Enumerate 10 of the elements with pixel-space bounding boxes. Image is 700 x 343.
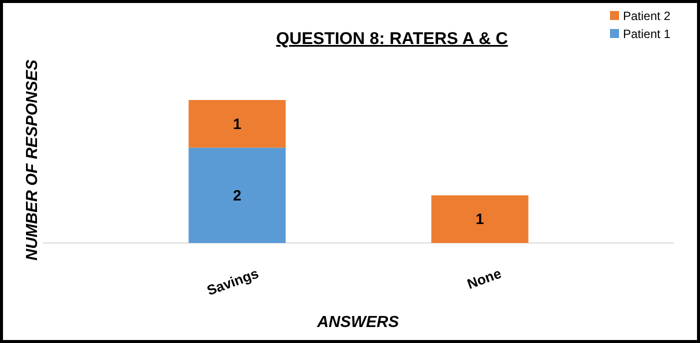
chart-title: QUESTION 8: RATERS A & C bbox=[276, 29, 508, 48]
data-label: 1 bbox=[476, 211, 484, 228]
x-axis-title: ANSWERS bbox=[316, 314, 400, 331]
x-tick-label: Savings bbox=[204, 264, 261, 298]
data-label: 2 bbox=[232, 187, 242, 204]
data-label: 1 bbox=[232, 116, 242, 133]
legend-label: Patient 1 bbox=[623, 27, 671, 41]
x-tick-label: None bbox=[464, 264, 504, 292]
legend-label: Patient 2 bbox=[623, 9, 671, 23]
y-axis-title: NUMBER OF RESPONSES bbox=[24, 59, 41, 260]
